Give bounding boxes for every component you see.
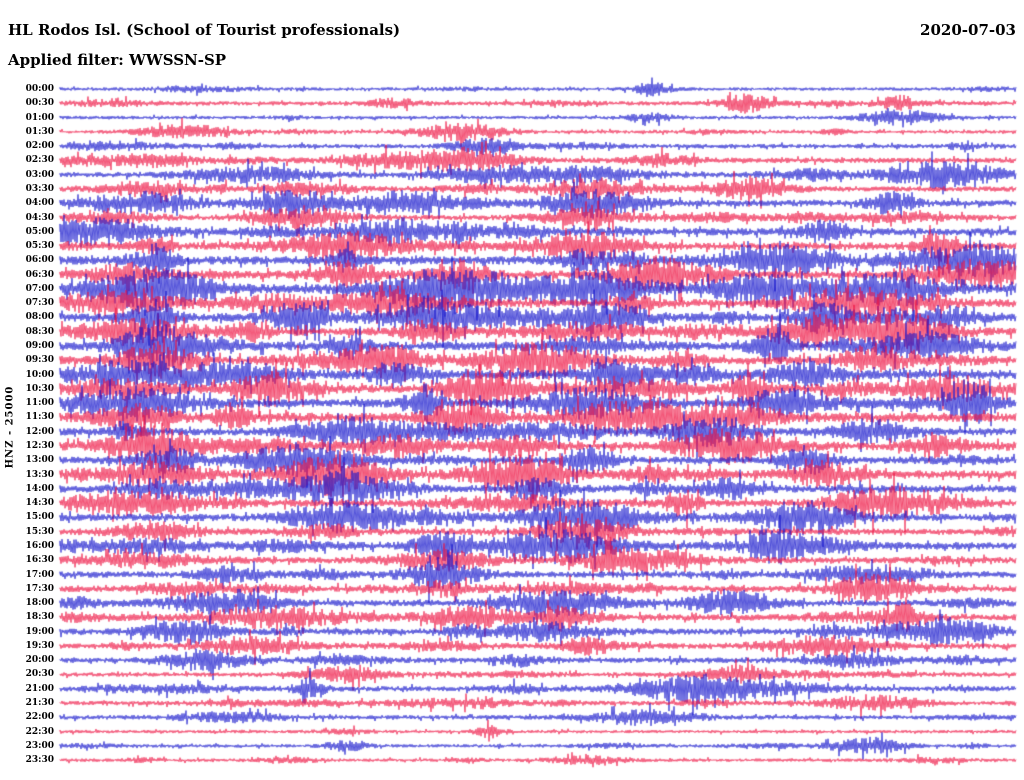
seismogram-canvas	[0, 0, 1024, 780]
helicorder-page: HL Rodos Isl. (School of Tourist profess…	[0, 0, 1024, 780]
